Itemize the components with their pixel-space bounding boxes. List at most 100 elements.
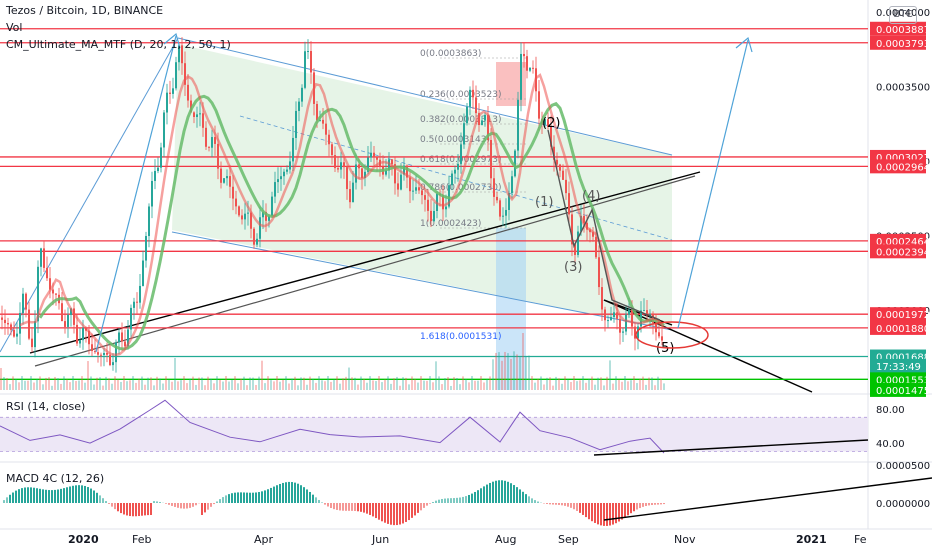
volume-bar	[6, 378, 8, 390]
candle-body	[304, 51, 306, 88]
support-trendline-2	[34, 175, 696, 367]
candle-body	[235, 198, 237, 207]
candle-body	[40, 248, 42, 267]
macd-bar	[33, 487, 35, 503]
candle-body	[403, 165, 405, 175]
macd-bar	[597, 503, 599, 525]
candle-body	[445, 206, 447, 210]
macd-bar	[480, 488, 482, 503]
macd-bar	[447, 498, 449, 503]
macd-bar	[273, 486, 275, 503]
macd-bar	[609, 503, 611, 526]
macd-bar	[648, 503, 650, 506]
rsi-tick: 40.00	[876, 439, 905, 450]
candle-body	[130, 307, 132, 330]
volume-bar	[273, 381, 275, 390]
macd-bar	[264, 490, 266, 503]
macd-bar	[534, 500, 536, 503]
macd-bar	[501, 480, 503, 503]
arrow-head	[735, 36, 753, 53]
macd-bar	[327, 503, 329, 507]
price-tag	[870, 382, 926, 397]
macd-bar	[27, 487, 29, 503]
candle-body	[340, 162, 342, 170]
macd-bar	[582, 503, 584, 515]
macd-bar	[639, 503, 641, 509]
volume-bar	[72, 376, 74, 390]
volume-bar	[165, 376, 167, 390]
candle-body	[475, 97, 477, 114]
volume-bar	[426, 380, 428, 390]
macd-bar	[390, 503, 392, 525]
volume-bar	[399, 385, 401, 390]
candle-body	[550, 126, 552, 147]
volume-bar	[102, 385, 104, 390]
volume-bar	[297, 385, 299, 390]
candle-body	[196, 114, 198, 117]
macd-tick: 0.0000000	[876, 499, 930, 510]
macd-bar	[537, 501, 539, 503]
candle-body	[316, 103, 318, 121]
volume-bar	[495, 352, 497, 390]
macd-bar	[471, 493, 473, 503]
candle-body	[538, 91, 540, 119]
volume-bar	[138, 378, 140, 390]
candle-body	[67, 314, 69, 327]
candle-body	[142, 260, 144, 286]
candle-body	[646, 310, 648, 316]
volume-bar	[519, 357, 521, 390]
candle-body	[409, 177, 411, 192]
macd-bar	[372, 503, 374, 517]
macd-bar	[468, 494, 470, 503]
volume-bar	[597, 377, 599, 390]
volume-bar	[243, 376, 245, 390]
candle-body	[52, 289, 54, 294]
candle-body	[430, 210, 432, 222]
macd-bar	[555, 503, 557, 505]
candle-body	[229, 176, 231, 187]
candle-body	[205, 127, 207, 147]
candle-body	[37, 266, 39, 322]
candle-body	[169, 92, 171, 94]
candle-body	[154, 171, 156, 181]
currency-button[interactable]: BTC	[889, 6, 917, 24]
candle-body	[277, 179, 279, 183]
candle-body	[82, 327, 84, 341]
macd-bar	[600, 503, 602, 526]
macd-bar	[339, 503, 341, 511]
candle-body	[610, 316, 612, 321]
price-tag	[870, 35, 926, 50]
volume-bar	[543, 384, 545, 390]
candle-body	[241, 215, 243, 220]
candle-body	[658, 332, 660, 337]
volume-bar	[42, 384, 44, 390]
price-tag-label: 17:33:49	[876, 362, 921, 373]
volume-bar	[483, 382, 485, 390]
volume-bar	[222, 381, 224, 390]
macd-bar	[591, 503, 593, 522]
volume-bar	[300, 377, 302, 390]
candle-body	[343, 162, 345, 168]
macd-bar	[315, 497, 317, 503]
candle-body	[655, 322, 657, 333]
macd-bar	[6, 497, 8, 503]
projection-arrow	[677, 39, 749, 329]
volume-bar	[177, 381, 179, 390]
macd-bar	[321, 502, 323, 503]
candle-body	[55, 293, 57, 295]
candle-body	[493, 178, 495, 197]
candle-body	[301, 87, 303, 102]
volume-bar	[156, 376, 158, 390]
volume-bar	[129, 380, 131, 390]
macd-bar	[309, 491, 311, 503]
candle-body	[274, 182, 276, 197]
candle-body	[112, 362, 114, 366]
volume-bar	[417, 382, 419, 390]
volume-bar	[435, 361, 437, 390]
macd-bar	[192, 503, 194, 507]
candle-body	[565, 179, 567, 194]
candle-body	[103, 353, 105, 355]
candle-body	[253, 228, 255, 245]
